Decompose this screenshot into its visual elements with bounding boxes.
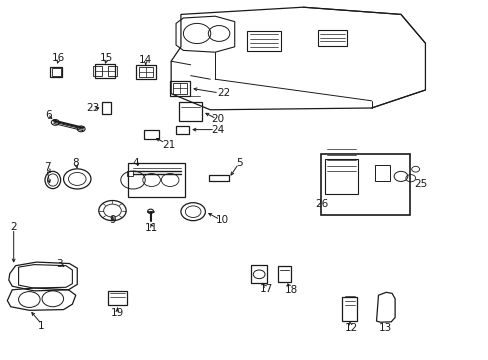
- Text: 1: 1: [38, 321, 45, 331]
- Text: 6: 6: [45, 110, 52, 120]
- Text: 5: 5: [236, 158, 243, 168]
- Text: 18: 18: [284, 285, 297, 295]
- Bar: [102, 102, 111, 114]
- Bar: [342, 297, 356, 321]
- Bar: [179, 102, 202, 121]
- Bar: [128, 163, 184, 197]
- Text: 2: 2: [10, 222, 17, 232]
- Bar: [107, 291, 127, 305]
- Text: 24: 24: [210, 125, 224, 135]
- Bar: [52, 68, 61, 76]
- Bar: [278, 266, 290, 282]
- Bar: [95, 64, 115, 78]
- Bar: [50, 67, 62, 77]
- Text: 12: 12: [344, 323, 357, 333]
- Bar: [93, 66, 102, 76]
- Bar: [246, 31, 281, 51]
- Bar: [317, 30, 346, 46]
- Bar: [144, 130, 159, 139]
- Text: 14: 14: [139, 55, 152, 66]
- Bar: [136, 65, 155, 79]
- Bar: [251, 265, 266, 283]
- Bar: [321, 154, 409, 215]
- Text: 11: 11: [144, 222, 158, 233]
- Text: 3: 3: [56, 258, 63, 269]
- Text: 4: 4: [132, 158, 139, 168]
- Text: 13: 13: [378, 323, 391, 333]
- Bar: [324, 159, 357, 194]
- Bar: [108, 66, 117, 76]
- Text: 8: 8: [72, 158, 79, 168]
- Text: 16: 16: [52, 53, 65, 63]
- Bar: [169, 81, 190, 96]
- Text: 15: 15: [100, 53, 113, 63]
- Bar: [175, 126, 189, 134]
- Text: 23: 23: [86, 103, 100, 113]
- Bar: [374, 165, 389, 181]
- Bar: [209, 175, 228, 181]
- Text: 19: 19: [110, 308, 124, 318]
- Bar: [139, 67, 152, 77]
- Text: 20: 20: [211, 114, 224, 124]
- Text: 7: 7: [43, 162, 50, 172]
- Text: 21: 21: [162, 140, 175, 150]
- Text: 17: 17: [259, 284, 272, 294]
- Text: 9: 9: [109, 215, 116, 225]
- Text: 25: 25: [413, 179, 427, 189]
- Text: 10: 10: [216, 215, 228, 225]
- Bar: [126, 171, 132, 176]
- Bar: [172, 83, 187, 94]
- Text: 22: 22: [217, 88, 230, 98]
- Text: 26: 26: [314, 199, 328, 210]
